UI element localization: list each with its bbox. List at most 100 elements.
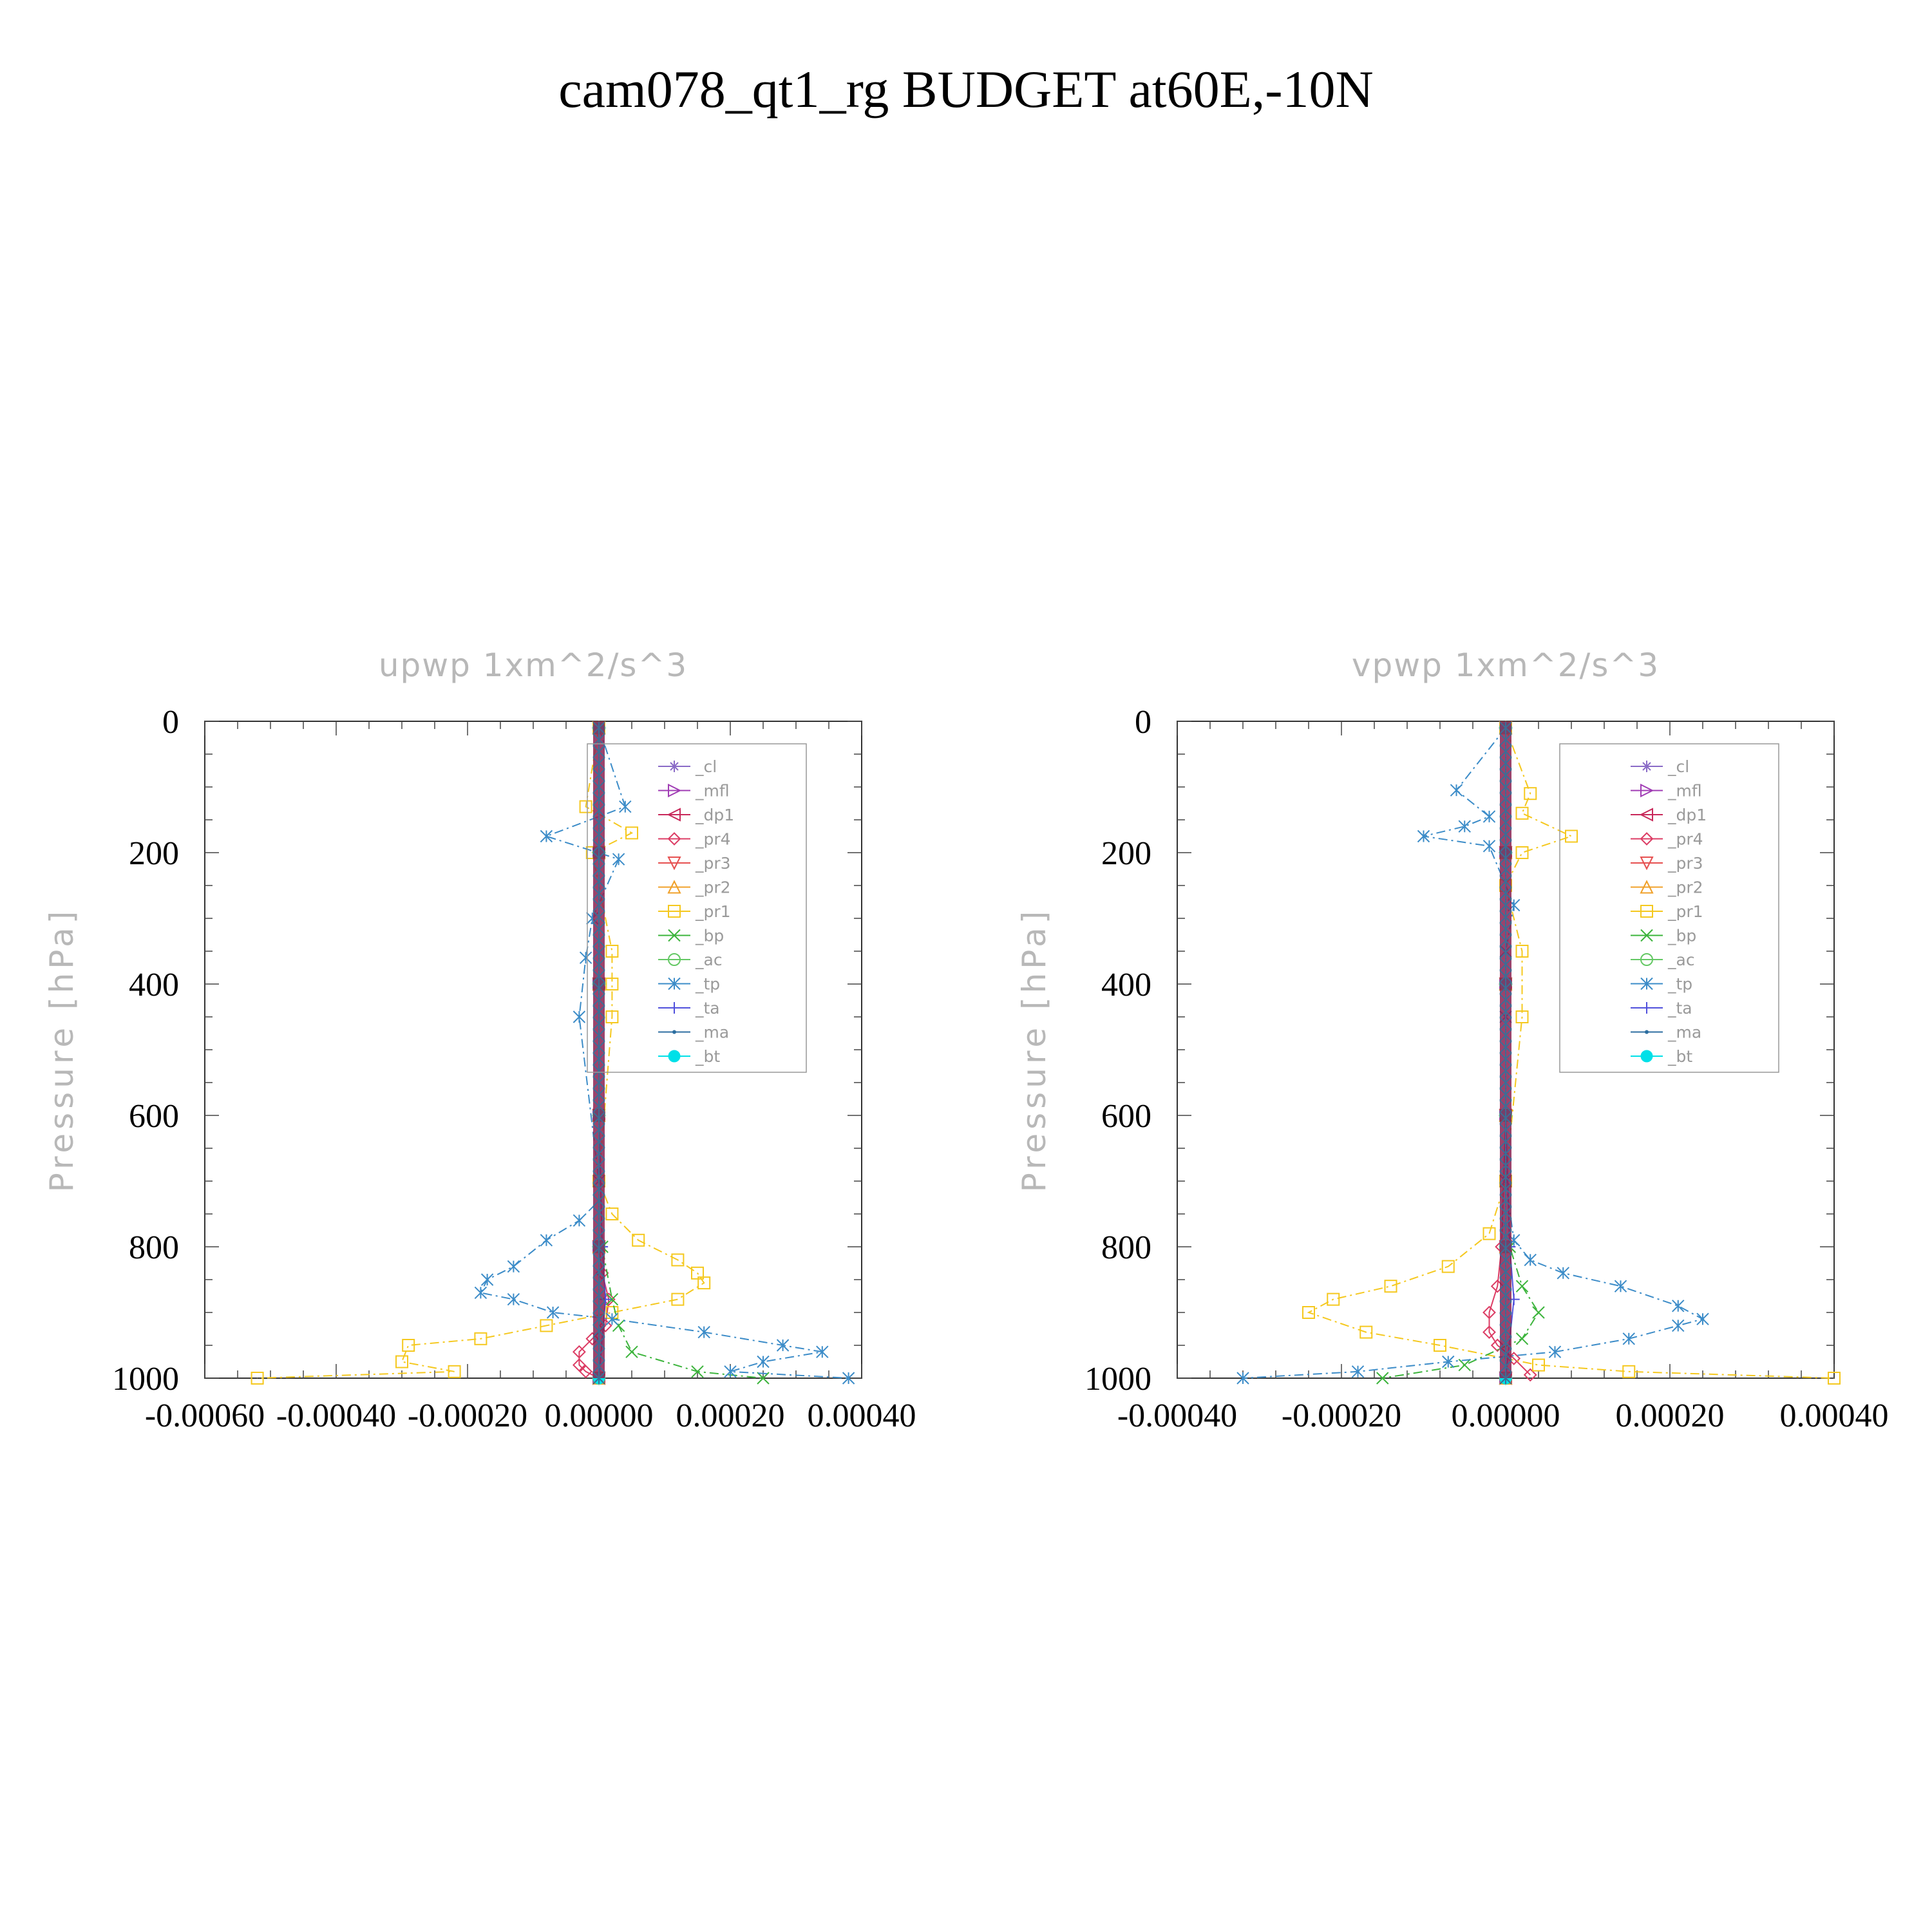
legend-label: _ma (695, 1023, 729, 1042)
zero-column-marker (1499, 981, 1512, 994)
data-point (1434, 1339, 1446, 1352)
data-point (1384, 1280, 1397, 1293)
legend-marker (668, 1002, 680, 1014)
legend-label: _pr2 (1667, 878, 1703, 897)
zero-column-marker (1499, 1112, 1512, 1124)
legend-marker (1640, 905, 1653, 918)
x-tick-label: 0.00040 (808, 1397, 916, 1434)
zero-column-marker (592, 1336, 605, 1349)
zero-column-marker (592, 1348, 605, 1361)
zero-column-marker (592, 970, 605, 983)
zero-column-marker (1499, 1159, 1512, 1172)
data-point (816, 1345, 829, 1358)
series-bp (592, 721, 770, 1385)
zero-column-marker (592, 875, 605, 888)
data-point (1548, 1345, 1562, 1358)
zero-column-marker (1499, 863, 1512, 876)
zero-column-marker (592, 1206, 605, 1219)
zero-column-marker (592, 721, 605, 734)
y-tick-label: 600 (129, 1098, 179, 1135)
zero-column-marker (592, 1064, 605, 1077)
data-point (671, 1293, 685, 1306)
legend-marker (668, 953, 681, 966)
data-point (605, 945, 619, 958)
zero-column-marker (1499, 768, 1512, 782)
zero-column-marker (592, 1135, 605, 1148)
y-tick-label: 800 (1101, 1229, 1151, 1266)
x-tick-label: 0.00020 (676, 1397, 785, 1434)
zero-column-marker (592, 1277, 605, 1290)
zero-column-marker (1499, 1005, 1512, 1018)
zero-column-marker (1499, 745, 1512, 758)
zero-column-marker (592, 1312, 605, 1325)
legend-label: _cl (695, 757, 717, 776)
data-point (724, 1365, 737, 1378)
data-point (625, 826, 638, 840)
data-point (1458, 820, 1471, 833)
series-tp (474, 721, 855, 1385)
data-point (1236, 1372, 1249, 1385)
legend-marker (1640, 880, 1654, 894)
zero-column-marker (592, 1324, 605, 1338)
series-pr1 (1302, 721, 1841, 1385)
data-point (757, 1372, 770, 1385)
x-tick-label: 0.00020 (1616, 1397, 1725, 1434)
legend-label: _dp1 (1667, 806, 1707, 824)
legend-marker (1640, 857, 1654, 871)
zero-column-marker (1499, 1348, 1512, 1361)
legend: _cl _mfl _dp1 _pr4 _pr3 _pr2 _pr1 _bp _ac _tp _ta _… (1559, 743, 1779, 1073)
zero-column-marker (592, 1147, 605, 1160)
zero-column-marker (1499, 1064, 1512, 1077)
zero-column-marker (1499, 1194, 1512, 1208)
y-tick-label: 0 (162, 704, 179, 741)
zero-column-marker (1499, 1076, 1512, 1089)
zero-column-marker (592, 840, 605, 853)
zero-column-marker (1499, 970, 1512, 983)
zero-column-marker (1499, 1312, 1512, 1325)
zero-column-marker (592, 1159, 605, 1172)
zero-column (592, 721, 605, 1385)
legend-label: _ta (1667, 999, 1692, 1018)
data-point (671, 1253, 685, 1267)
data-point (572, 1358, 586, 1372)
data-point (1515, 1332, 1529, 1345)
data-point (1482, 1227, 1496, 1240)
legend-marker (667, 857, 681, 871)
y-tick-label: 400 (129, 967, 179, 1003)
legend-marker (1640, 929, 1653, 942)
legend-marker (1641, 1002, 1653, 1014)
y-tick-label: 800 (129, 1229, 179, 1266)
data-point (632, 1233, 645, 1247)
series-line (1307, 727, 1835, 1379)
legend-marker (668, 783, 682, 798)
x-tick-label: -0.00060 (145, 1397, 265, 1434)
series-line (1242, 727, 1705, 1379)
y-tick-label: 200 (1101, 835, 1151, 872)
legend-label: _tp (1667, 975, 1692, 994)
series-line (479, 727, 849, 1379)
x-tick-label: -0.00040 (276, 1397, 396, 1434)
zero-column-marker (592, 792, 605, 806)
zero-column-marker (1499, 828, 1512, 841)
zero-column-marker (1499, 922, 1512, 936)
zero-column-marker (592, 1076, 605, 1089)
data-point (546, 1306, 560, 1319)
zero-column-marker (1499, 1171, 1512, 1184)
zero-column-marker (1499, 946, 1512, 959)
legend-label: _tp (695, 975, 720, 994)
legend-marker (667, 832, 681, 846)
x-tick-label: 0.00000 (1452, 1397, 1560, 1434)
data-point (1482, 840, 1496, 853)
y-tick-label: 0 (1135, 704, 1151, 741)
data-point (1482, 810, 1496, 823)
data-point (691, 1365, 704, 1378)
legend-label: _ma (1667, 1023, 1701, 1042)
data-point (572, 1345, 586, 1359)
data-point (1376, 1372, 1389, 1385)
data-point (605, 1293, 619, 1306)
zero-column-marker (592, 1017, 605, 1030)
data-point (1515, 1280, 1529, 1293)
zero-column-marker (1499, 1182, 1512, 1195)
zero-column-marker (1499, 1229, 1512, 1243)
plot-frame (204, 721, 862, 1379)
